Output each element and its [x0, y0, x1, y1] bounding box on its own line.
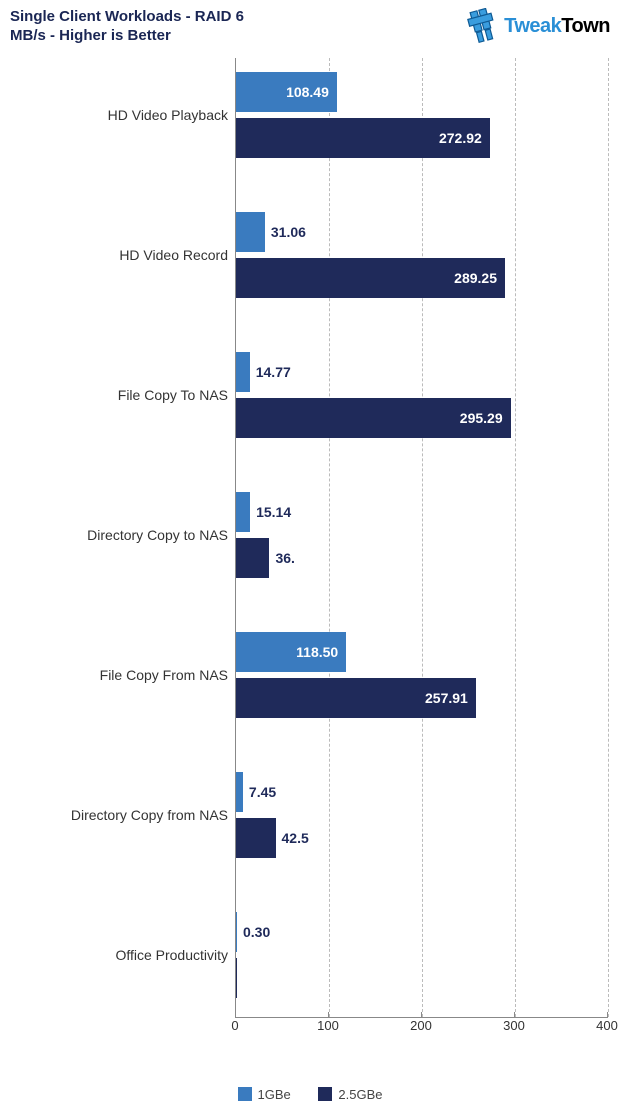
bar-2-5gbe: 289.25 — [236, 258, 505, 298]
bar-1gbe: 118.50 — [236, 632, 346, 672]
bar-value-label: 14.77 — [256, 364, 291, 380]
category-label: HD Video Record — [18, 247, 228, 263]
xtick-label: 300 — [484, 1018, 544, 1033]
xtick-label: 200 — [391, 1018, 451, 1033]
bar-1gbe: 31.06 — [236, 212, 265, 252]
bar-value-label: 272.92 — [439, 130, 482, 146]
bar-value-label: 15.14 — [256, 504, 291, 520]
chart-title-line1: Single Client Workloads - RAID 6 — [10, 8, 244, 27]
bar-1gbe: 108.49 — [236, 72, 337, 112]
bar-value-label: 0.30 — [243, 924, 270, 940]
plot-area: 108.49 272.92 31.06 289.25 14.77 295.29 15.14 3… — [235, 58, 607, 1018]
gridline — [422, 58, 423, 1017]
bar-2-5gbe — [236, 958, 237, 998]
gridline — [608, 58, 609, 1017]
bar-value-label: 108.49 — [286, 84, 329, 100]
chart-header: Single Client Workloads - RAID 6 MB/s - … — [0, 0, 620, 46]
legend-label-2-5gbe: 2.5GBe — [338, 1087, 382, 1102]
xtick-label: 100 — [298, 1018, 358, 1033]
chart-legend: 1GBe 2.5GBe — [0, 1087, 620, 1105]
bar-value-label: 31.06 — [271, 224, 306, 240]
bar-chart: 108.49 272.92 31.06 289.25 14.77 295.29 15.14 3… — [10, 52, 610, 1052]
bar-2-5gbe: 257.91 — [236, 678, 476, 718]
tweaktown-icon — [464, 8, 500, 44]
bar-value-label: 289.25 — [454, 270, 497, 286]
legend-swatch-1gbe — [238, 1087, 252, 1101]
bar-value-label: 295.29 — [460, 410, 503, 426]
bar-value-label: 7.45 — [249, 784, 276, 800]
bar-1gbe: 14.77 — [236, 352, 250, 392]
bar-value-label: 118.50 — [296, 644, 338, 660]
xtick-label: 0 — [205, 1018, 265, 1033]
legend-item-1gbe: 1GBe — [238, 1087, 291, 1102]
brand-text: TweakTown — [504, 15, 610, 38]
xtick-label: 400 — [577, 1018, 620, 1033]
category-label: File Copy From NAS — [18, 667, 228, 683]
chart-title-line2: MB/s - Higher is Better — [10, 27, 244, 46]
gridline — [515, 58, 516, 1017]
category-label: Directory Copy to NAS — [18, 527, 228, 543]
legend-swatch-2-5gbe — [318, 1087, 332, 1101]
gridline — [329, 58, 330, 1017]
category-label: Directory Copy from NAS — [18, 807, 228, 823]
bar-1gbe: 15.14 — [236, 492, 250, 532]
bar-value-label: 42.5 — [282, 830, 309, 846]
chart-title: Single Client Workloads - RAID 6 MB/s - … — [10, 8, 244, 46]
bar-2-5gbe: 272.92 — [236, 118, 490, 158]
legend-item-2-5gbe: 2.5GBe — [318, 1087, 382, 1102]
bar-1gbe: 0.30 — [236, 912, 237, 952]
category-label: Office Productivity — [18, 947, 228, 963]
legend-label-1gbe: 1GBe — [258, 1087, 291, 1102]
brand-text-left: Tweak — [504, 15, 561, 37]
category-label: HD Video Playback — [18, 107, 228, 123]
bar-2-5gbe: 42.5 — [236, 818, 276, 858]
bar-value-label: 36. — [275, 550, 294, 566]
brand-logo: TweakTown — [464, 8, 610, 44]
bar-1gbe: 7.45 — [236, 772, 243, 812]
category-label: File Copy To NAS — [18, 387, 228, 403]
brand-text-right: Town — [561, 15, 610, 37]
bar-value-label: 257.91 — [425, 690, 468, 706]
bar-2-5gbe: 36. — [236, 538, 269, 578]
bar-2-5gbe: 295.29 — [236, 398, 511, 438]
